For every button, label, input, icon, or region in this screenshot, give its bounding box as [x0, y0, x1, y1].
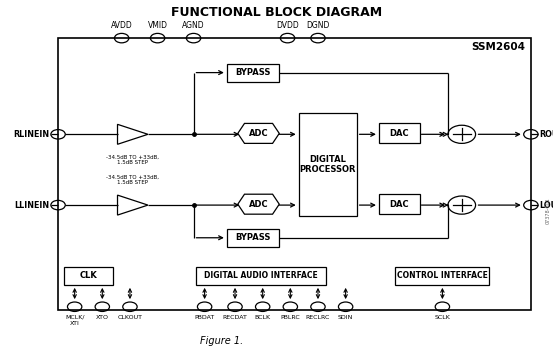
Text: PBDAT: PBDAT	[195, 315, 215, 320]
Text: CLKOUT: CLKOUT	[117, 315, 143, 320]
Text: DAC: DAC	[390, 129, 409, 138]
Text: AGND: AGND	[182, 21, 205, 30]
Text: SDIN: SDIN	[338, 315, 353, 320]
Text: 07378-001: 07378-001	[546, 197, 551, 224]
Text: DIGITAL AUDIO INTERFACE: DIGITAL AUDIO INTERFACE	[205, 272, 318, 280]
Bar	[379, 194, 420, 214]
Text: ADC: ADC	[249, 129, 268, 138]
Text: BCLK: BCLK	[254, 315, 271, 320]
Bar	[58, 38, 531, 310]
Bar	[64, 267, 113, 285]
Text: BYPASS: BYPASS	[236, 233, 270, 242]
Text: CONTROL INTERFACE: CONTROL INTERFACE	[397, 272, 488, 280]
Bar	[395, 267, 489, 285]
Text: Figure 1.: Figure 1.	[200, 336, 243, 346]
Text: BYPASS: BYPASS	[236, 68, 270, 77]
Text: SSM2604: SSM2604	[471, 42, 525, 52]
Text: RLINEIN: RLINEIN	[14, 130, 50, 139]
Text: VMID: VMID	[148, 21, 168, 30]
Text: RECLRC: RECLRC	[306, 315, 330, 320]
Text: -34.5dB TO +33dB,
1.5dB STEP: -34.5dB TO +33dB, 1.5dB STEP	[106, 154, 159, 165]
Text: PBLRC: PBLRC	[280, 315, 300, 320]
Text: ROUT: ROUT	[539, 130, 553, 139]
Text: LOUT: LOUT	[539, 201, 553, 209]
Text: FUNCTIONAL BLOCK DIAGRAM: FUNCTIONAL BLOCK DIAGRAM	[171, 6, 382, 19]
Bar	[379, 123, 420, 143]
Text: ADC: ADC	[249, 200, 268, 209]
Bar	[299, 113, 357, 216]
Text: DGND: DGND	[306, 21, 330, 30]
Text: LLINEIN: LLINEIN	[14, 201, 50, 209]
Text: DIGITAL
PROCESSOR: DIGITAL PROCESSOR	[299, 155, 356, 174]
Text: MCLK/
XTI: MCLK/ XTI	[65, 315, 85, 326]
Bar	[196, 267, 326, 285]
Text: XTO: XTO	[96, 315, 109, 320]
Text: DVDD: DVDD	[276, 21, 299, 30]
Text: SCLK: SCLK	[435, 315, 450, 320]
Bar	[227, 64, 279, 82]
Text: -34.5dB TO +33dB,
1.5dB STEP: -34.5dB TO +33dB, 1.5dB STEP	[106, 174, 159, 185]
Text: AVDD: AVDD	[111, 21, 133, 30]
Bar	[227, 229, 279, 247]
Text: CLK: CLK	[80, 272, 97, 280]
Text: DAC: DAC	[390, 200, 409, 209]
Text: RECDAT: RECDAT	[223, 315, 247, 320]
